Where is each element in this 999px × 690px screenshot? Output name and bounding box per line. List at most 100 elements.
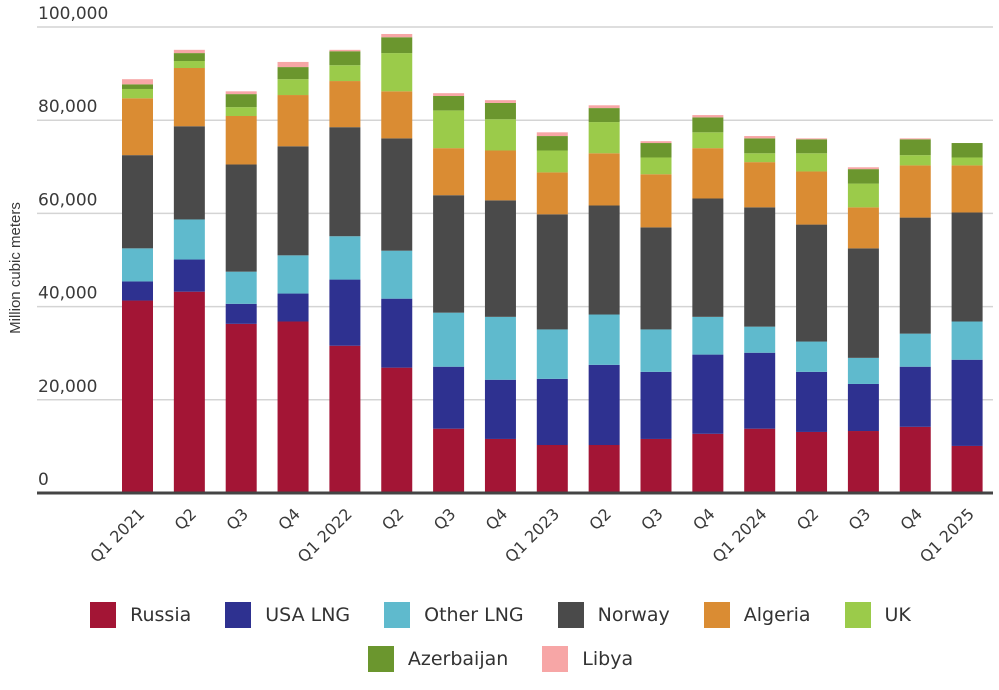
bar-segment-uk [484,119,516,151]
legend-item: Azerbaijan [367,644,509,674]
bar-segment-usa-lng [744,352,776,429]
x-tick-label: Q1 2021 [86,504,148,566]
bar-segment-other-lng [433,312,465,367]
bar-segment-usa-lng [484,379,516,439]
bar-segment-azerbaijan [381,37,413,54]
bar-segment-norway [744,207,776,327]
bar-segment-libya [122,79,153,85]
legend: Russia USA LNG Other LNG Norway Algeria UK Aze… [0,600,999,674]
bar-segment-libya [536,132,568,137]
bar-segment-algeria [899,165,931,218]
legend-swatch [844,602,871,628]
bar-segment-libya [692,115,724,118]
bar-segment-other-lng [692,316,724,355]
bar-segment-russia [588,445,620,493]
bar-segment-libya [847,167,879,170]
legend-label: Russia [130,604,192,626]
x-tick-label: Q1 2025 [916,504,978,566]
bar-stack [122,79,153,493]
bar-segment-usa-lng [847,383,879,432]
bar-segment-other-lng [847,357,879,384]
bar-segment-azerbaijan [692,117,724,133]
bar-segment-libya [484,100,516,103]
bar-segment-uk [381,53,413,92]
bar-segment-libya [744,136,776,139]
bar-segment-uk [847,183,879,208]
bar-stack [692,115,724,493]
bar-segment-azerbaijan [329,51,361,66]
bar-stack [277,61,309,493]
legend-swatch [703,602,730,628]
bar-stack [484,100,516,493]
bar-segment-usa-lng [796,371,828,432]
bar-segment-algeria [173,68,205,127]
bar-segment-norway [847,248,879,358]
bar-segment-azerbaijan [173,53,205,62]
bar-segment-usa-lng [277,293,309,322]
bar-segment-russia [744,428,776,493]
bar-segment-libya [225,91,257,95]
bar-segment-norway [173,126,205,220]
bar-segment-russia [951,445,983,493]
bar-segment-algeria [433,148,465,196]
y-tick-label: 40,000 [38,284,97,304]
legend-item: UK [844,600,911,630]
legend-label: Algeria [743,604,811,626]
bar-stack [744,136,776,493]
bar-stack [951,143,983,493]
bar-segment-libya [899,138,931,140]
bar-segment-usa-lng [173,259,205,292]
bar-segment-algeria [484,150,516,201]
legend-item: USA LNG [225,600,350,630]
bar-segment-russia [692,433,724,493]
bar-segment-libya [433,93,465,96]
legend-swatch [542,646,569,672]
y-tick-label: 20,000 [38,377,97,397]
bar-segment-usa-lng [122,281,153,301]
x-tick-label: Q3 [222,504,252,534]
legend-item: Russia [90,600,191,630]
x-tick-label: Q4 [897,504,927,534]
bar-segment-algeria [744,162,776,208]
bar-segment-other-lng [899,333,931,367]
legend-label: Azerbaijan [407,648,509,670]
bar-segment-russia [484,438,516,493]
bar-segment-other-lng [277,255,309,294]
y-tick-label: 80,000 [38,97,97,117]
bar-segment-norway [122,155,153,249]
x-tick-label: Q1 2023 [501,504,563,566]
legend-label: Other LNG [424,604,524,626]
bar-segment-other-lng [381,250,413,299]
bar-segment-other-lng [329,236,361,280]
bar-segment-norway [433,195,465,313]
bar-segment-azerbaijan [951,143,983,158]
bar-stack [433,93,465,493]
bar-segment-other-lng [588,314,620,365]
bar-segment-algeria [588,153,620,206]
bar-segment-algeria [277,95,309,147]
bar-segment-uk [951,157,983,166]
bar-segment-russia [277,321,309,493]
bar-segment-norway [381,138,413,251]
legend-item: Norway [557,600,670,630]
bar-segment-libya [329,49,361,52]
bar-segment-norway [484,200,516,317]
bars [122,33,983,493]
bar-segment-uk [536,150,568,173]
bar-stack [225,91,257,493]
bar-segment-uk [588,122,620,154]
legend-swatch [367,646,394,672]
bar-segment-libya [381,33,413,38]
bar-segment-russia [847,431,879,493]
legend-label: UK [884,604,911,626]
bar-segment-other-lng [951,321,983,360]
legend-swatch [225,602,252,628]
bar-segment-azerbaijan [847,169,879,184]
y-tick-label: 100,000 [38,4,108,24]
bar-segment-russia [796,431,828,493]
bar-segment-usa-lng [899,366,931,427]
bar-segment-other-lng [225,271,257,304]
bar-segment-algeria [381,91,413,139]
bar-segment-norway [536,214,568,330]
bar-segment-libya [588,105,620,109]
